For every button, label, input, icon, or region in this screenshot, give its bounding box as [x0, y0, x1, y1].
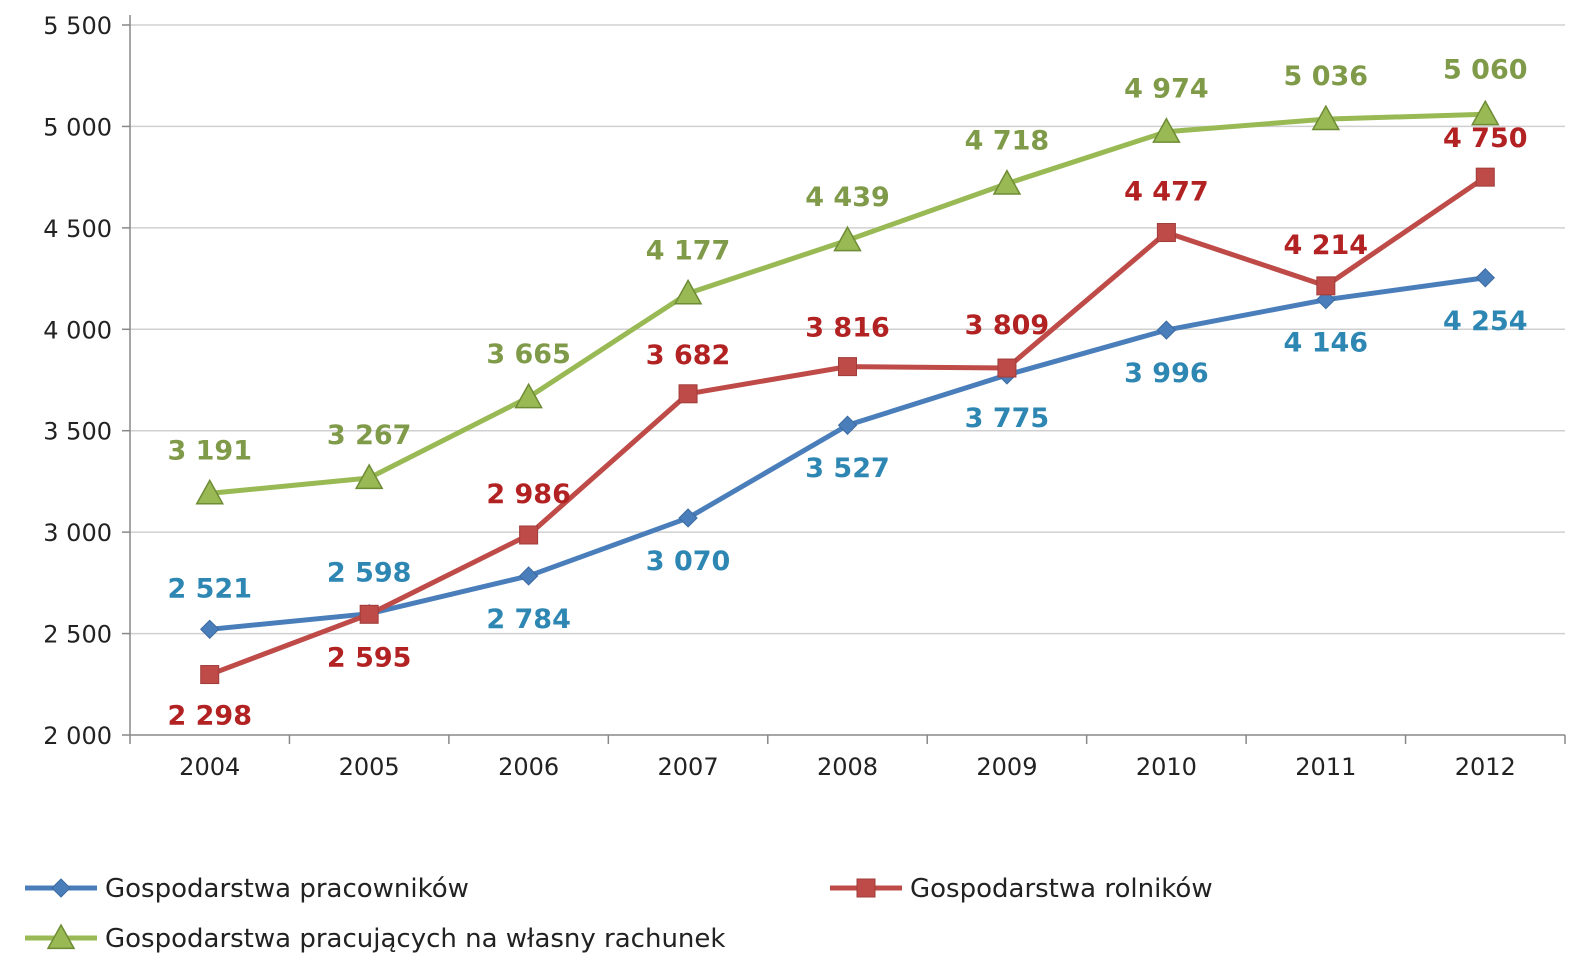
data-label: 4 718: [965, 126, 1050, 157]
data-point-square-marker: [678, 384, 698, 404]
legend-triangle-marker: [46, 923, 76, 950]
data-point-diamond-marker: [518, 566, 539, 586]
legend-item-3: Gospodarstwa pracujących na własny rachu…: [25, 923, 725, 954]
y-tick-label: 3 000: [43, 519, 112, 547]
data-label: 5 060: [1443, 54, 1528, 85]
data-label: 4 477: [1124, 177, 1209, 208]
data-label: 3 775: [965, 403, 1050, 434]
data-point-triangle-marker: [195, 478, 224, 505]
y-tick-label: 5 500: [43, 12, 112, 40]
data-label: 2 784: [486, 604, 571, 635]
data-point-square-marker: [1475, 167, 1495, 187]
legend-label: Gospodarstwa pracujących na własny rachu…: [105, 924, 725, 954]
data-point-triangle-marker: [1152, 117, 1181, 143]
data-point-triangle-marker: [354, 463, 384, 490]
x-tick-label: 2009: [976, 753, 1037, 781]
data-label: 2 521: [167, 573, 252, 604]
x-tick-label: 2010: [1136, 753, 1197, 781]
data-label: 3 191: [167, 435, 252, 466]
data-label: 3 527: [805, 453, 890, 484]
y-tick-label: 5 000: [43, 113, 112, 141]
legend-diamond-marker: [51, 878, 71, 898]
data-label: 3 665: [486, 339, 571, 370]
data-label: 3 816: [805, 313, 890, 344]
data-label: 5 036: [1284, 61, 1369, 92]
data-point-square-marker: [200, 665, 220, 685]
legend: Gospodarstwa pracowników Gospodarstwa rol…: [25, 874, 1213, 954]
x-tick-label: 2011: [1295, 753, 1356, 781]
data-label: 2 595: [327, 642, 412, 673]
data-labels: 2 521 2 598 2 784 3 070 3 527 3 775 3 996 4 146…: [167, 54, 1527, 731]
data-label: 3 809: [965, 310, 1050, 341]
y-tick-label: 2 500: [43, 621, 112, 649]
x-tick-label: 2004: [179, 753, 240, 781]
legend-square-marker: [856, 878, 876, 898]
legend-item-2: Gospodarstwa rolników: [830, 874, 1213, 904]
data-label: 2 598: [327, 558, 412, 589]
data-point-triangle-marker: [1471, 99, 1500, 126]
data-point-diamond-marker: [837, 415, 858, 435]
data-label: 3 682: [646, 340, 731, 371]
data-label: 3 070: [646, 546, 731, 577]
data-point-square-marker: [1316, 276, 1336, 296]
series-3: [195, 99, 1500, 505]
x-tick-label: 2007: [658, 753, 719, 781]
y-tick-label: 4 500: [43, 215, 112, 243]
series-lines: [195, 99, 1500, 685]
data-label: 3 996: [1124, 358, 1209, 389]
x-tick-label: 2012: [1455, 753, 1516, 781]
data-label: 2 298: [167, 701, 252, 732]
y-tick-label: 2 000: [43, 722, 112, 750]
data-point-square-marker: [997, 358, 1017, 378]
series-2: [200, 167, 1495, 685]
x-tick-label: 2005: [339, 753, 400, 781]
data-point-triangle-marker: [673, 278, 703, 305]
data-label: 4 214: [1284, 230, 1369, 261]
data-label: 2 986: [486, 479, 571, 510]
y-tick-label: 4 000: [43, 316, 112, 344]
data-label: 3 267: [327, 420, 412, 451]
data-point-square-marker: [838, 357, 857, 377]
data-point-diamond-marker: [678, 508, 698, 528]
data-point-triangle-marker: [514, 382, 543, 409]
legend-label: Gospodarstwa rolników: [910, 874, 1213, 904]
data-point-triangle-marker: [833, 225, 862, 252]
data-label: 4 974: [1124, 74, 1209, 105]
x-tick-label: 2008: [817, 753, 878, 781]
data-point-square-marker: [1156, 223, 1176, 243]
data-point-diamond-marker: [1475, 268, 1495, 288]
data-point-diamond-marker: [200, 619, 220, 640]
y-tick-label: 3 500: [43, 418, 112, 446]
data-point-diamond-marker: [1156, 320, 1177, 340]
data-label: 4 146: [1284, 328, 1369, 359]
data-point-triangle-marker: [1311, 104, 1341, 131]
data-label: 4 177: [646, 235, 731, 266]
data-point-triangle-marker: [992, 169, 1022, 195]
data-point-square-marker: [359, 604, 379, 624]
x-tick-label: 2006: [498, 753, 559, 781]
data-label: 4 254: [1443, 306, 1528, 337]
data-point-square-marker: [519, 525, 539, 545]
axes: 2 000 2 500 3 000 3 500 4 000 4 500 5 000 5 500…: [43, 12, 1566, 781]
data-label: 4 750: [1443, 123, 1528, 154]
data-label: 4 439: [805, 182, 890, 213]
legend-label: Gospodarstwa pracowników: [105, 874, 469, 904]
legend-item-1: Gospodarstwa pracowników: [25, 874, 469, 904]
